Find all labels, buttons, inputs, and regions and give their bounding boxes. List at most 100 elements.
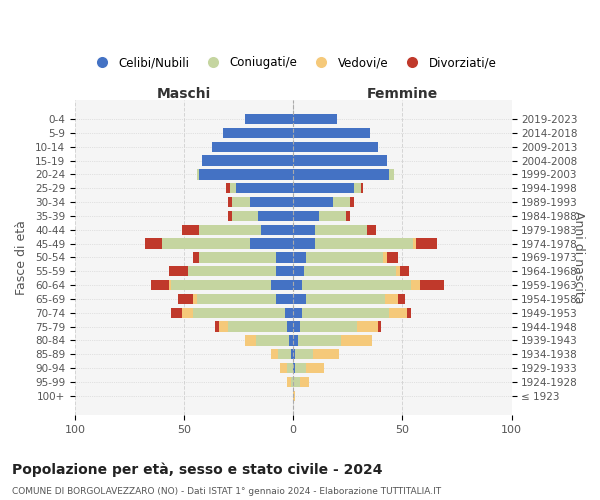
Bar — [228, 197, 232, 207]
Bar — [346, 210, 350, 221]
Text: Maschi: Maschi — [157, 87, 211, 101]
Bar — [169, 280, 171, 290]
Bar — [236, 183, 293, 194]
Bar — [219, 322, 228, 332]
Bar — [350, 197, 355, 207]
Bar — [271, 280, 293, 290]
Bar — [315, 224, 367, 235]
Bar — [356, 322, 379, 332]
Bar — [182, 308, 193, 318]
Bar — [171, 280, 271, 290]
Bar — [197, 169, 199, 179]
Bar — [278, 349, 291, 360]
Bar — [411, 280, 420, 290]
Bar — [293, 266, 304, 276]
Bar — [298, 335, 341, 345]
Bar — [293, 210, 319, 221]
Bar — [400, 266, 409, 276]
Bar — [385, 294, 398, 304]
Bar — [245, 335, 256, 345]
Bar — [293, 183, 355, 194]
Bar — [293, 142, 379, 152]
Bar — [307, 363, 324, 374]
Bar — [271, 349, 278, 360]
Bar — [293, 224, 315, 235]
Bar — [295, 349, 313, 360]
Bar — [245, 114, 293, 124]
Bar — [315, 238, 413, 249]
Text: Femmine: Femmine — [367, 87, 438, 101]
Bar — [293, 376, 300, 387]
Bar — [302, 308, 389, 318]
Bar — [230, 183, 236, 194]
Bar — [199, 224, 260, 235]
Bar — [260, 224, 293, 235]
Bar — [293, 197, 332, 207]
Bar — [193, 308, 284, 318]
Text: Popolazione per età, sesso e stato civile - 2024: Popolazione per età, sesso e stato civil… — [12, 462, 383, 477]
Bar — [389, 308, 407, 318]
Bar — [287, 376, 291, 387]
Bar — [228, 210, 232, 221]
Legend: Celibi/Nubili, Coniugati/e, Vedovi/e, Divorziati/e: Celibi/Nubili, Coniugati/e, Vedovi/e, Di… — [85, 52, 501, 74]
Bar — [182, 224, 199, 235]
Bar — [151, 280, 169, 290]
Bar — [293, 363, 295, 374]
Bar — [215, 322, 219, 332]
Bar — [259, 210, 293, 221]
Bar — [256, 335, 289, 345]
Bar — [398, 294, 404, 304]
Y-axis label: Anni di nascita: Anni di nascita — [572, 211, 585, 304]
Bar — [287, 322, 293, 332]
Bar — [293, 322, 300, 332]
Bar — [300, 322, 356, 332]
Bar — [223, 128, 293, 138]
Bar — [300, 376, 308, 387]
Bar — [199, 252, 276, 262]
Bar — [293, 238, 315, 249]
Bar — [413, 238, 416, 249]
Bar — [291, 349, 293, 360]
Bar — [287, 363, 293, 374]
Bar — [169, 266, 188, 276]
Bar — [232, 197, 250, 207]
Bar — [302, 280, 411, 290]
Bar — [145, 238, 162, 249]
Bar — [361, 183, 363, 194]
Bar — [304, 266, 396, 276]
Bar — [332, 197, 350, 207]
Bar — [280, 363, 287, 374]
Bar — [293, 280, 302, 290]
Bar — [193, 252, 199, 262]
Bar — [367, 224, 376, 235]
Bar — [307, 252, 383, 262]
Bar — [276, 252, 293, 262]
Bar — [293, 308, 302, 318]
Bar — [250, 197, 293, 207]
Bar — [289, 335, 293, 345]
Bar — [293, 390, 295, 401]
Bar — [420, 280, 444, 290]
Text: COMUNE DI BORGOLAVEZZARO (NO) - Dati ISTAT 1° gennaio 2024 - Elaborazione TUTTIT: COMUNE DI BORGOLAVEZZARO (NO) - Dati IST… — [12, 488, 441, 496]
Bar — [293, 335, 298, 345]
Bar — [313, 349, 339, 360]
Bar — [276, 266, 293, 276]
Bar — [291, 376, 293, 387]
Bar — [293, 128, 370, 138]
Bar — [232, 210, 259, 221]
Bar — [407, 308, 411, 318]
Bar — [199, 169, 293, 179]
Bar — [396, 266, 400, 276]
Bar — [178, 294, 193, 304]
Bar — [341, 335, 372, 345]
Bar — [212, 142, 293, 152]
Bar — [416, 238, 437, 249]
Bar — [293, 156, 387, 166]
Bar — [276, 294, 293, 304]
Bar — [202, 156, 293, 166]
Bar — [250, 238, 293, 249]
Bar — [387, 252, 398, 262]
Y-axis label: Fasce di età: Fasce di età — [15, 220, 28, 295]
Bar — [293, 349, 295, 360]
Bar — [228, 322, 287, 332]
